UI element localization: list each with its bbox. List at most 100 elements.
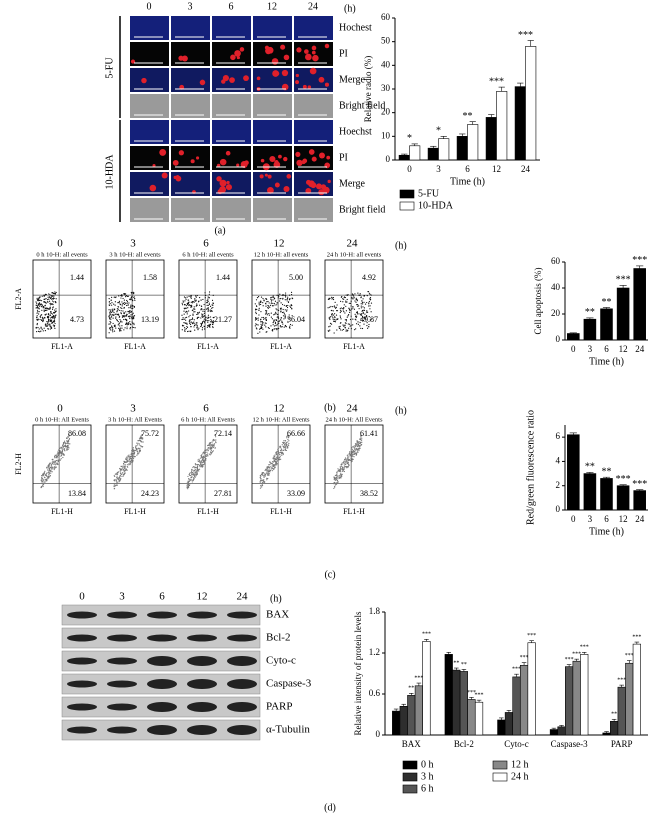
event — [260, 473, 263, 475]
event — [189, 322, 191, 325]
event — [48, 473, 50, 475]
event — [329, 322, 332, 325]
time-header: 12 — [267, 1, 277, 12]
event — [203, 315, 205, 317]
event — [64, 445, 67, 447]
event — [263, 476, 265, 478]
event — [125, 323, 127, 326]
event — [286, 444, 288, 446]
event — [132, 307, 134, 310]
event — [119, 471, 122, 473]
event — [134, 299, 136, 302]
event — [64, 442, 67, 444]
y-tick-label: 10 — [381, 130, 391, 140]
x-tick-label: 24 — [635, 514, 645, 524]
event — [329, 325, 331, 327]
event — [123, 293, 126, 295]
event — [289, 305, 291, 307]
event — [207, 298, 209, 300]
event — [52, 317, 54, 319]
event — [198, 327, 200, 329]
event — [133, 456, 135, 458]
event — [262, 305, 264, 307]
event — [127, 310, 129, 313]
significance: *** — [414, 675, 423, 681]
event — [333, 487, 335, 490]
event — [183, 296, 186, 298]
event — [197, 463, 200, 466]
event — [358, 305, 360, 307]
event — [356, 311, 359, 313]
event — [142, 441, 144, 443]
event — [350, 300, 352, 302]
event — [40, 304, 42, 306]
event — [120, 310, 122, 312]
event — [48, 324, 50, 326]
event — [333, 332, 335, 334]
event — [109, 323, 111, 325]
event — [42, 475, 44, 477]
event — [275, 453, 277, 455]
event — [56, 463, 59, 465]
event — [54, 466, 56, 468]
event — [186, 482, 188, 484]
event — [185, 319, 187, 321]
y-tick-label: 1.2 — [369, 647, 380, 657]
event — [115, 327, 117, 329]
event — [50, 464, 53, 466]
event — [352, 295, 354, 297]
event — [113, 485, 115, 488]
event — [198, 316, 200, 318]
event — [113, 479, 116, 481]
event — [272, 322, 274, 324]
event — [187, 307, 189, 309]
event — [118, 327, 120, 329]
event — [62, 443, 64, 445]
event — [111, 302, 113, 304]
event — [44, 323, 47, 325]
event — [120, 478, 122, 480]
event — [141, 434, 143, 436]
event — [260, 484, 262, 487]
row-label: PI — [339, 152, 348, 163]
event — [206, 302, 208, 304]
event — [208, 303, 211, 306]
event — [120, 320, 122, 322]
event — [350, 305, 352, 307]
event — [193, 301, 195, 303]
event — [194, 311, 196, 313]
event — [64, 448, 66, 450]
event — [343, 304, 345, 306]
event — [356, 315, 358, 317]
event — [284, 440, 287, 442]
event — [62, 452, 64, 454]
event — [266, 314, 268, 316]
event — [44, 476, 46, 479]
event — [259, 331, 261, 333]
event — [125, 459, 128, 461]
event — [254, 303, 256, 305]
event — [364, 317, 367, 320]
significance: * — [407, 133, 412, 144]
event — [258, 301, 260, 303]
event — [340, 296, 342, 298]
micrograph — [130, 68, 169, 92]
event — [195, 467, 198, 469]
event — [328, 330, 330, 332]
event — [124, 465, 126, 467]
event — [139, 440, 141, 442]
event — [206, 320, 209, 322]
pi-spot — [272, 70, 279, 77]
event — [129, 456, 131, 458]
event — [266, 479, 268, 481]
event — [255, 308, 257, 310]
significance: *** — [616, 474, 631, 485]
event — [287, 441, 289, 443]
event — [126, 299, 128, 302]
event — [196, 313, 198, 316]
event — [190, 301, 192, 303]
event — [343, 464, 345, 466]
event — [120, 297, 122, 299]
event — [111, 311, 113, 314]
event — [361, 441, 363, 443]
